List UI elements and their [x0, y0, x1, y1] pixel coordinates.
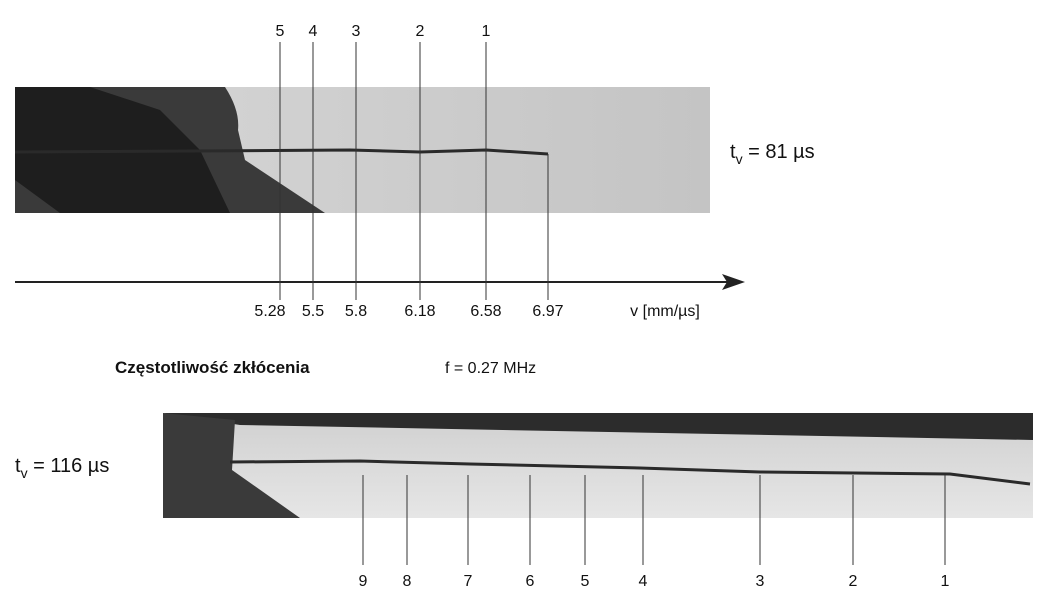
marker-label: 5	[581, 573, 590, 590]
top-photo	[14, 87, 710, 213]
axis-arrow	[722, 274, 745, 290]
axis-tick-label: 6.18	[404, 303, 435, 320]
frequency-label: Częstotliwość zkłócenia	[115, 358, 310, 377]
marker-label: 2	[416, 23, 425, 40]
subscript: v	[21, 465, 28, 481]
label-box	[108, 352, 430, 382]
marker-label: 1	[941, 573, 950, 590]
bottom-time: tv = 116 µs	[15, 455, 109, 481]
axis-tick-label: 5.5	[302, 303, 324, 320]
axis-tick-label: 5.8	[345, 303, 367, 320]
value: = 116 µs	[28, 455, 110, 477]
marker-label: 7	[464, 573, 473, 590]
marker-label: 8	[403, 573, 412, 590]
marker-label: 3	[756, 573, 765, 590]
marker-label: 3	[352, 23, 361, 40]
marker-label: 1	[482, 23, 491, 40]
subscript: v	[736, 151, 743, 167]
marker-label: 5	[276, 23, 285, 40]
axis-tick-label: 5.28	[254, 303, 285, 320]
marker-label: 4	[639, 573, 648, 590]
marker-label: 9	[359, 573, 368, 590]
marker-label: 4	[309, 23, 318, 40]
symbol: t	[730, 141, 736, 163]
axis-tick-label: 6.97	[532, 303, 563, 320]
symbol: t	[15, 455, 21, 477]
frequency-value: f = 0.27 MHz	[445, 360, 536, 377]
marker-label: 2	[849, 573, 858, 590]
value: = 81 µs	[743, 141, 815, 163]
axis-tick-label: 6.58	[470, 303, 501, 320]
marker-label: 6	[526, 573, 535, 590]
top-time: tv = 81 µs	[730, 141, 815, 167]
bottom-photo	[163, 413, 1033, 518]
axis-label: v [mm/µs]	[630, 303, 700, 320]
